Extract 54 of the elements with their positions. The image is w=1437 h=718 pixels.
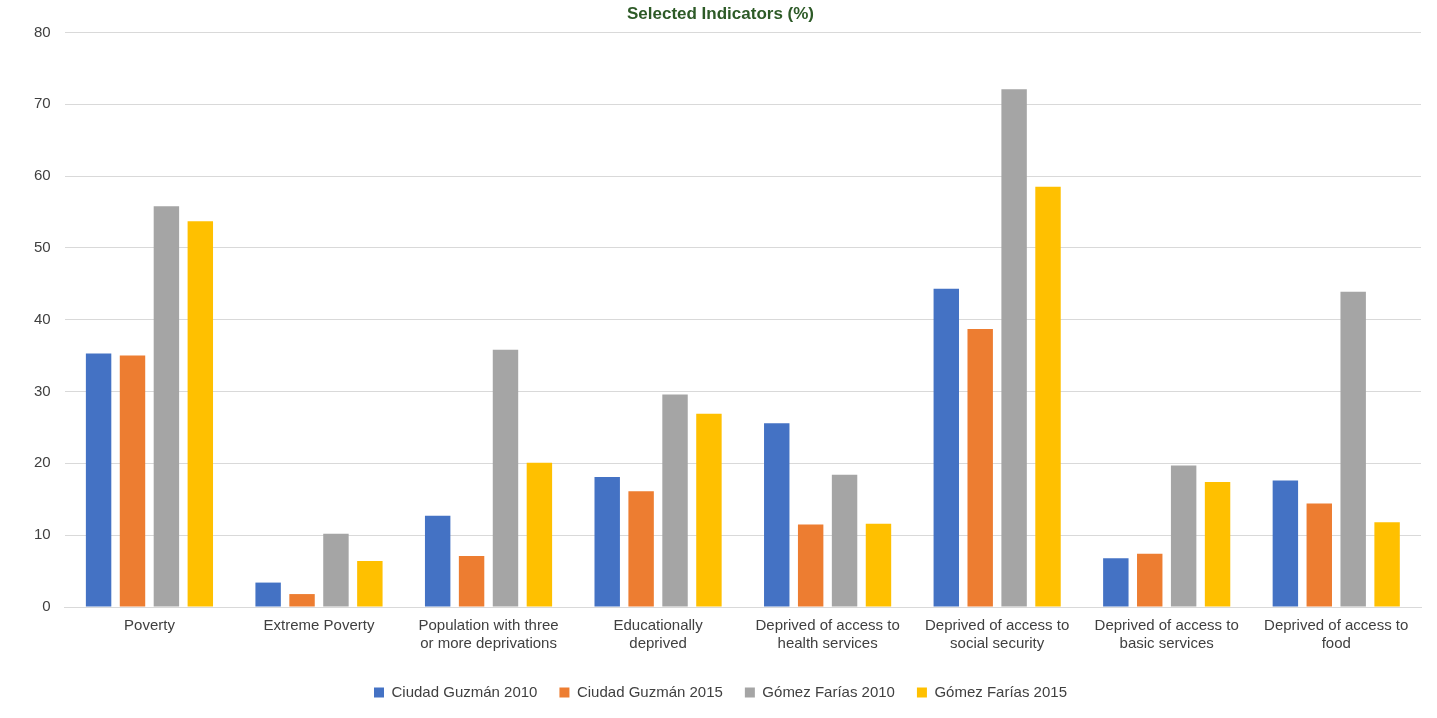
y-tick-label: 30 (34, 381, 51, 399)
x-tick-label: Population with three or more deprivations (418, 616, 559, 652)
bar (1137, 553, 1163, 607)
bar (458, 556, 485, 607)
legend-label: Gómez Farías 2010 (762, 682, 895, 700)
bar (764, 423, 790, 607)
bar (526, 462, 553, 607)
x-tick-label: Deprived of access to social security (925, 616, 1070, 652)
x-tick-label: Poverty (124, 616, 176, 634)
chart-title: Selected Indicators (%) (626, 3, 815, 23)
bar (696, 413, 722, 607)
bar (933, 288, 960, 607)
bar (1035, 186, 1061, 607)
bar (323, 533, 349, 607)
bar (85, 353, 112, 607)
y-tick-label: 40 (34, 309, 51, 327)
bar (1340, 291, 1366, 607)
x-tick-label: Extreme Poverty (263, 616, 375, 634)
bar (831, 474, 858, 607)
bar (1001, 89, 1027, 607)
bar (492, 349, 519, 607)
legend-label: Gómez Farías 2015 (934, 682, 1067, 700)
bar (357, 561, 383, 607)
bar (628, 491, 654, 607)
y-tick-label: 0 (42, 597, 51, 615)
x-tick-label: Deprived of access to basic services (1094, 616, 1239, 652)
bar (255, 582, 281, 607)
bar (797, 524, 824, 607)
bar (865, 523, 892, 607)
bar (289, 594, 315, 607)
bar (153, 206, 180, 607)
x-tick-label: Educationally deprived (613, 616, 704, 652)
bar (1204, 482, 1231, 607)
bar (424, 515, 451, 607)
x-tick-label: Deprived of access to food (1264, 616, 1409, 652)
y-tick-label: 80 (34, 22, 51, 40)
y-tick-label: 70 (34, 94, 51, 112)
bar (1170, 465, 1197, 607)
y-tick-label: 50 (34, 238, 51, 256)
bar (1374, 522, 1400, 607)
bar (594, 477, 620, 607)
legend-label: Ciudad Guzmán 2015 (576, 682, 723, 700)
y-tick-label: 20 (34, 453, 51, 471)
legend-label: Ciudad Guzmán 2010 (391, 682, 538, 700)
y-tick-label: 60 (34, 166, 51, 184)
bar (1103, 558, 1129, 607)
bar (967, 329, 993, 607)
bar (119, 355, 146, 607)
bar (187, 221, 214, 607)
bar (662, 394, 688, 607)
bar (1306, 503, 1332, 607)
bar (1272, 480, 1299, 607)
x-tick-label: Deprived of access to health services (755, 616, 900, 652)
y-tick-label: 10 (34, 525, 51, 543)
